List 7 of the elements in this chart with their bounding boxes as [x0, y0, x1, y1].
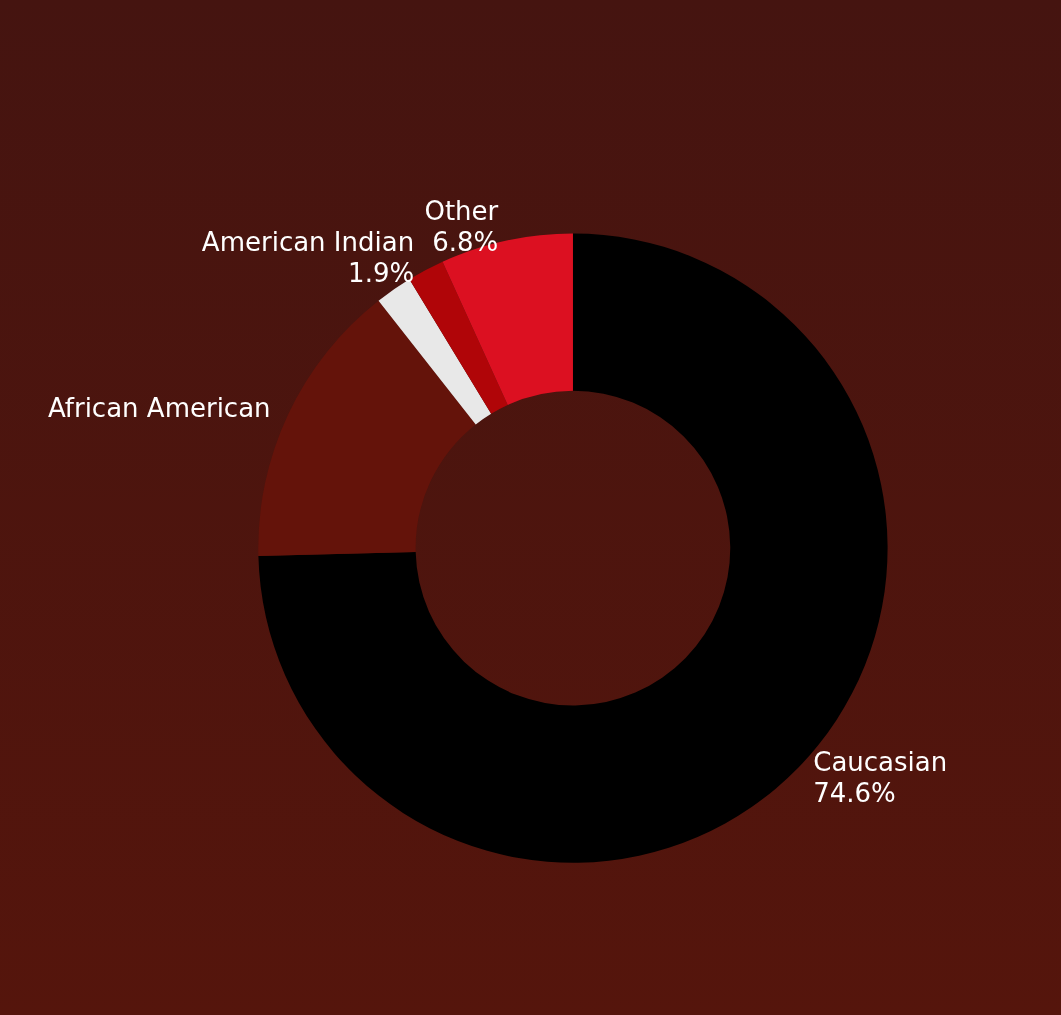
- data-label: 1.9%: [348, 258, 415, 289]
- slice-label: Other: [424, 196, 499, 227]
- data-label: 74.6%: [813, 778, 896, 809]
- slice-label: Caucasian: [813, 747, 948, 778]
- data-label: 6.8%: [432, 227, 499, 258]
- slice-label: American Indian: [201, 227, 415, 258]
- slice-label: African American: [47, 393, 271, 424]
